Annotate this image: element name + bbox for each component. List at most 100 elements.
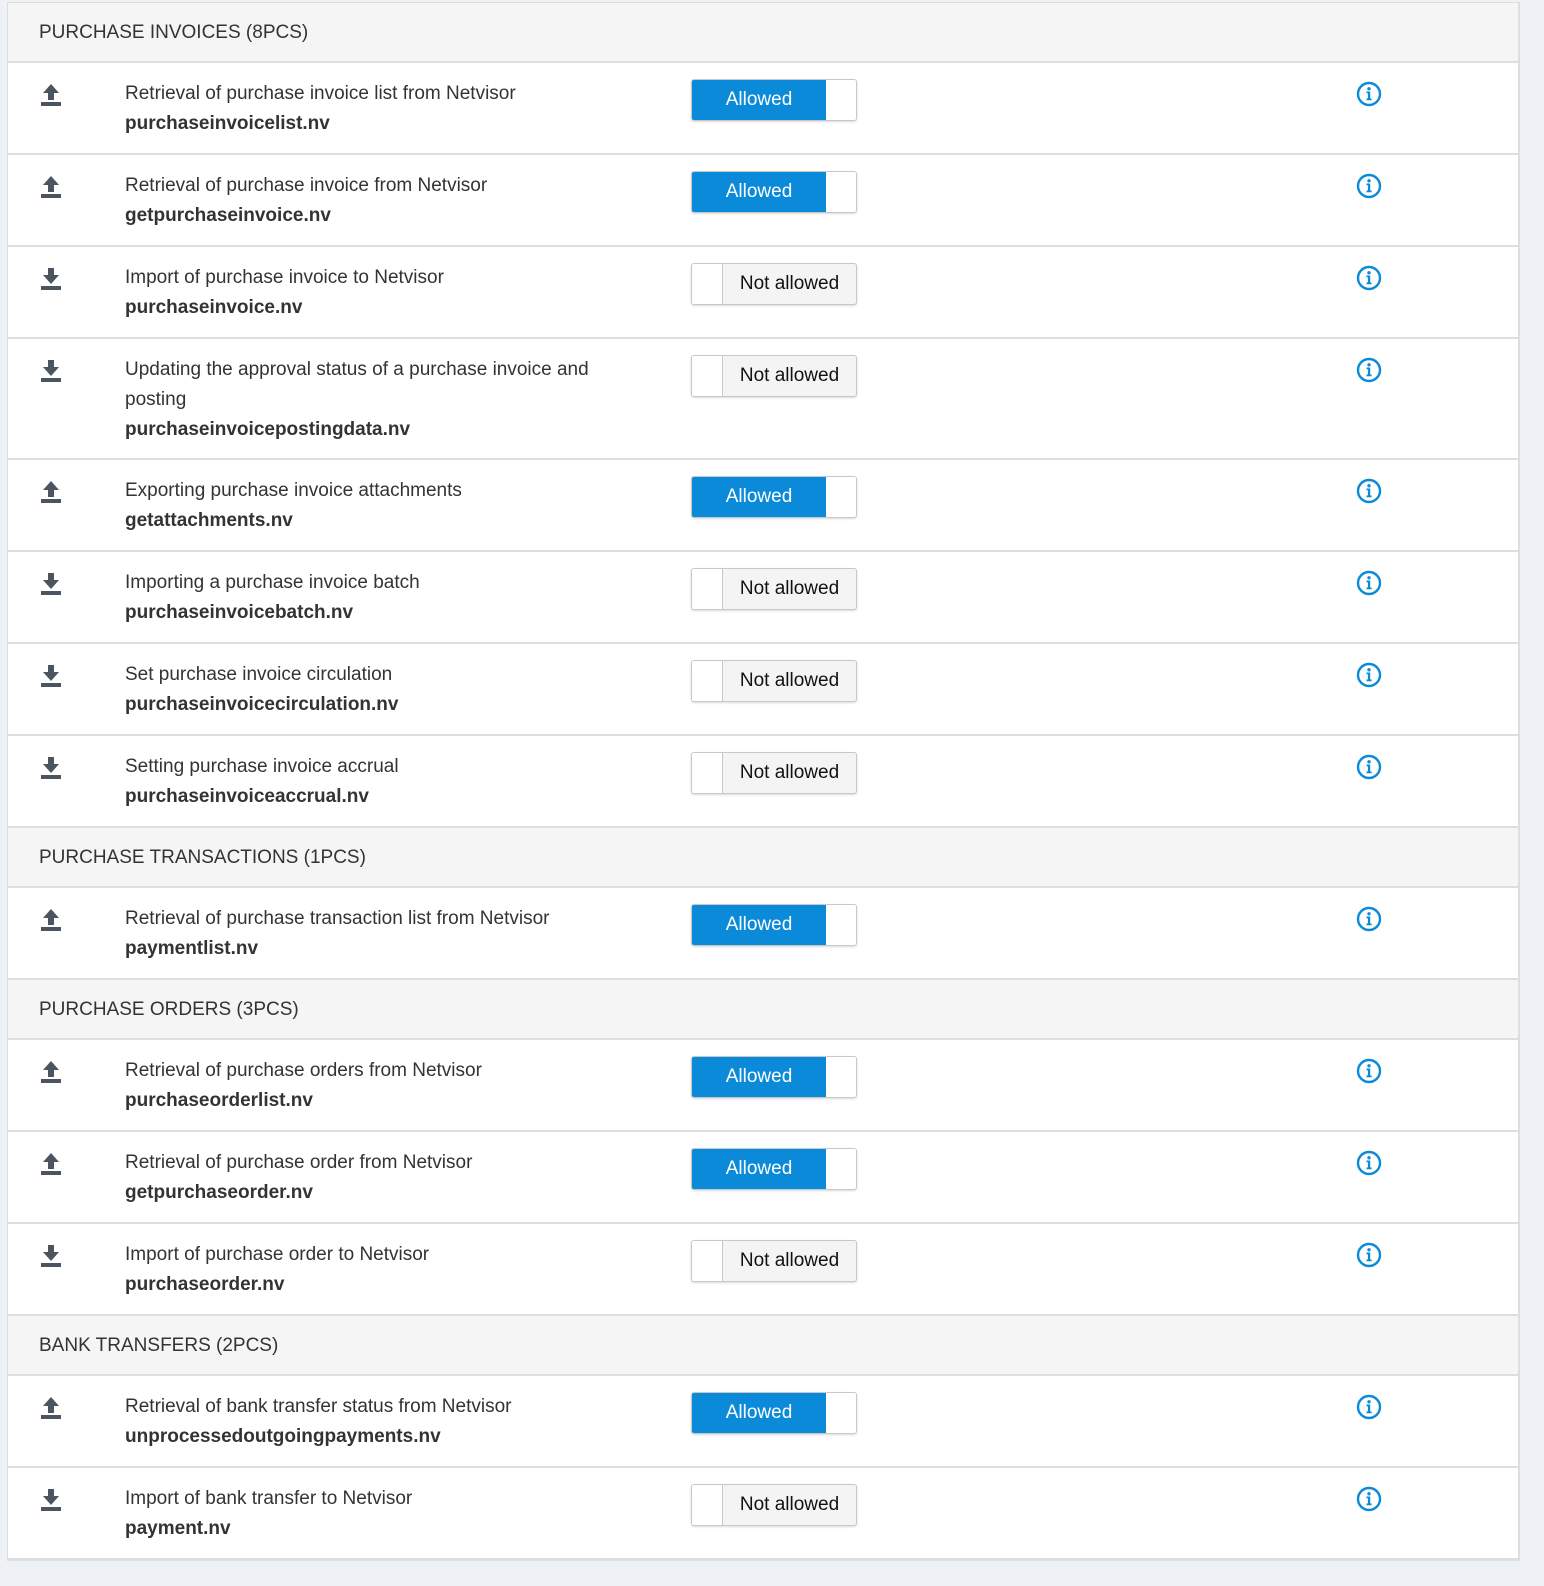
- permission-text: Import of purchase order to Netvisor pur…: [125, 1240, 625, 1300]
- permission-text: Importing a purchase invoice batch purch…: [125, 568, 625, 628]
- permission-row: Updating the approval status of a purcha…: [8, 339, 1518, 460]
- permission-text: Set purchase invoice circulation purchas…: [125, 660, 625, 720]
- permission-text: Setting purchase invoice accrual purchas…: [125, 752, 625, 812]
- permission-toggle[interactable]: Allowed: [691, 171, 857, 213]
- permission-toggle[interactable]: Not allowed: [691, 660, 857, 702]
- permission-row: Import of purchase order to Netvisor pur…: [8, 1224, 1518, 1316]
- toggle-label: Allowed: [692, 80, 826, 120]
- permission-description: Updating the approval status of a purcha…: [125, 359, 589, 410]
- permission-toggle[interactable]: Allowed: [691, 1392, 857, 1434]
- upload-icon: [40, 83, 62, 107]
- permission-row: Setting purchase invoice accrual purchas…: [8, 736, 1518, 828]
- permission-row: Import of purchase invoice to Netvisor p…: [8, 247, 1518, 339]
- permission-file: getattachments.nv: [125, 510, 293, 531]
- permission-toggle[interactable]: Allowed: [691, 1148, 857, 1190]
- permission-file: purchaseinvoicebatch.nv: [125, 602, 354, 623]
- permission-toggle[interactable]: Allowed: [691, 1056, 857, 1098]
- permission-file: purchaseinvoicelist.nv: [125, 113, 330, 134]
- toggle-label: Not allowed: [739, 670, 840, 691]
- toggle-label: Allowed: [692, 905, 826, 945]
- info-icon[interactable]: [1356, 81, 1382, 107]
- permission-toggle[interactable]: Not allowed: [691, 1240, 857, 1282]
- upload-icon: [40, 1152, 62, 1176]
- toggle-knob: [692, 661, 723, 701]
- permission-toggle[interactable]: Not allowed: [691, 1484, 857, 1526]
- permission-row: Retrieval of purchase invoice list from …: [8, 63, 1518, 155]
- permission-toggle[interactable]: Allowed: [691, 904, 857, 946]
- permission-row: Retrieval of bank transfer status from N…: [8, 1376, 1518, 1468]
- section-header: PURCHASE ORDERS (3PCS): [8, 980, 1518, 1040]
- toggle-knob: [692, 1241, 723, 1281]
- permission-description: Import of purchase invoice to Netvisor: [125, 267, 444, 288]
- permission-file: purchaseorder.nv: [125, 1274, 285, 1295]
- toggle-knob: [825, 1393, 856, 1433]
- info-icon[interactable]: [1356, 1242, 1382, 1268]
- upload-icon: [40, 1396, 62, 1420]
- permission-description: Import of purchase order to Netvisor: [125, 1244, 430, 1265]
- permission-file: purchaseinvoiceaccrual.nv: [125, 786, 369, 807]
- permission-file: getpurchaseinvoice.nv: [125, 205, 331, 226]
- permission-file: purchaseinvoicecirculation.nv: [125, 694, 399, 715]
- section-header: PURCHASE TRANSACTIONS (1PCS): [8, 828, 1518, 888]
- permission-toggle[interactable]: Not allowed: [691, 752, 857, 794]
- info-icon[interactable]: [1356, 906, 1382, 932]
- toggle-knob: [825, 905, 856, 945]
- info-icon[interactable]: [1356, 1058, 1382, 1084]
- toggle-knob: [692, 356, 723, 396]
- toggle-label: Not allowed: [739, 273, 840, 294]
- permission-text: Retrieval of purchase transaction list f…: [125, 904, 625, 964]
- info-icon[interactable]: [1356, 754, 1382, 780]
- info-icon[interactable]: [1356, 1394, 1382, 1420]
- permission-file: paymentlist.nv: [125, 938, 259, 959]
- permission-text: Retrieval of bank transfer status from N…: [125, 1392, 625, 1452]
- permission-text: Exporting purchase invoice attachments g…: [125, 476, 625, 536]
- permission-text: Import of bank transfer to Netvisor paym…: [125, 1484, 625, 1544]
- toggle-knob: [825, 477, 856, 517]
- permission-description: Retrieval of purchase transaction list f…: [125, 908, 550, 929]
- upload-icon: [40, 908, 62, 932]
- toggle-label: Allowed: [692, 1149, 826, 1189]
- permission-toggle[interactable]: Not allowed: [691, 568, 857, 610]
- permission-row: Exporting purchase invoice attachments g…: [8, 460, 1518, 552]
- info-icon[interactable]: [1356, 1486, 1382, 1512]
- permission-toggle[interactable]: Allowed: [691, 476, 857, 518]
- permission-description: Retrieval of bank transfer status from N…: [125, 1396, 512, 1417]
- toggle-label: Allowed: [692, 1393, 826, 1433]
- toggle-label: Not allowed: [739, 365, 840, 386]
- permission-row: Import of bank transfer to Netvisor paym…: [8, 1468, 1518, 1560]
- info-icon[interactable]: [1356, 265, 1382, 291]
- permission-row: Retrieval of purchase orders from Netvis…: [8, 1040, 1518, 1132]
- permission-row: Retrieval of purchase order from Netviso…: [8, 1132, 1518, 1224]
- toggle-knob: [692, 264, 723, 304]
- toggle-knob: [825, 80, 856, 120]
- info-icon[interactable]: [1356, 662, 1382, 688]
- toggle-label: Allowed: [692, 477, 826, 517]
- toggle-knob: [825, 1057, 856, 1097]
- permission-toggle[interactable]: Not allowed: [691, 355, 857, 397]
- info-icon[interactable]: [1356, 357, 1382, 383]
- permission-text: Retrieval of purchase orders from Netvis…: [125, 1056, 625, 1116]
- upload-icon: [40, 175, 62, 199]
- info-icon[interactable]: [1356, 173, 1382, 199]
- permission-toggle[interactable]: Not allowed: [691, 263, 857, 305]
- permission-text: Retrieval of purchase order from Netviso…: [125, 1148, 625, 1208]
- download-icon: [40, 1488, 62, 1512]
- toggle-label: Not allowed: [739, 1250, 840, 1271]
- permission-text: Updating the approval status of a purcha…: [125, 355, 625, 445]
- permission-file: purchaseorderlist.nv: [125, 1090, 313, 1111]
- permission-description: Import of bank transfer to Netvisor: [125, 1488, 413, 1509]
- permission-text: Import of purchase invoice to Netvisor p…: [125, 263, 625, 323]
- permissions-list: PURCHASE INVOICES (8PCS) Retrieval of pu…: [7, 2, 1520, 1561]
- download-icon: [40, 267, 62, 291]
- info-icon[interactable]: [1356, 1150, 1382, 1176]
- section-header: BANK TRANSFERS (2PCS): [8, 1316, 1518, 1376]
- download-icon: [40, 359, 62, 383]
- toggle-label: Allowed: [692, 1057, 826, 1097]
- permission-description: Set purchase invoice circulation: [125, 664, 393, 685]
- upload-icon: [40, 1060, 62, 1084]
- download-icon: [40, 664, 62, 688]
- permission-toggle[interactable]: Allowed: [691, 79, 857, 121]
- permission-text: Retrieval of purchase invoice from Netvi…: [125, 171, 625, 231]
- info-icon[interactable]: [1356, 570, 1382, 596]
- info-icon[interactable]: [1356, 478, 1382, 504]
